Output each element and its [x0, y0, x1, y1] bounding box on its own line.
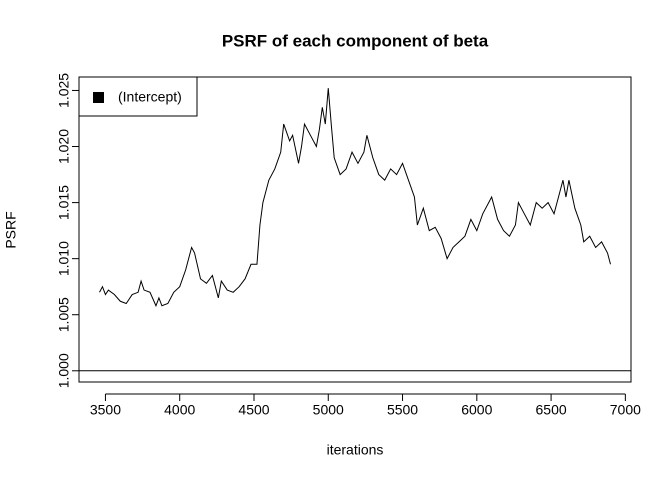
x-tick-label: 7000	[610, 402, 641, 418]
x-tick-label: 5500	[387, 402, 418, 418]
y-tick-label: 1.000	[56, 353, 72, 388]
y-axis-label: PSRF	[3, 211, 19, 248]
y-tick-label: 1.025	[56, 73, 72, 108]
x-tick-label: 6500	[536, 402, 567, 418]
x-axis-label: iterations	[327, 442, 384, 458]
y-tick-label: 1.015	[56, 185, 72, 220]
y-tick-label: 1.005	[56, 297, 72, 332]
x-tick-label: 3500	[90, 402, 121, 418]
chart-title: PSRF of each component of beta	[222, 31, 489, 50]
x-tick-label: 6000	[461, 402, 492, 418]
x-tick-label: 4500	[238, 402, 269, 418]
plot-frame	[78, 76, 632, 383]
y-tick-label: 1.020	[56, 129, 72, 164]
x-tick-label: 4000	[164, 402, 195, 418]
legend-label: (Intercept)	[118, 89, 182, 105]
legend-swatch	[93, 92, 104, 103]
data-line	[99, 88, 611, 308]
x-tick-label: 5000	[313, 402, 344, 418]
y-tick-label: 1.010	[56, 241, 72, 276]
